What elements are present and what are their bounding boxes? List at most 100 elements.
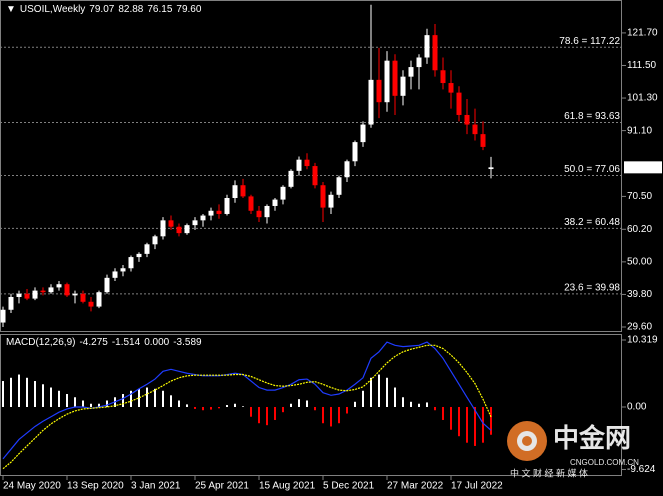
macd-bar (82, 400, 84, 407)
candle-body (56, 284, 62, 288)
candle-body (32, 290, 38, 299)
candle-body (360, 124, 366, 143)
macd-main-line (2, 341, 492, 460)
macd-bar (386, 377, 388, 407)
macd-bar (314, 406, 316, 411)
macd-bar (34, 381, 36, 407)
macd-bar (106, 400, 108, 407)
ohlc-label: 79.07 (89, 4, 115, 15)
macd-bar (218, 406, 220, 409)
y-tick-label: 29.60 (627, 322, 652, 333)
y-tick-label: 0.00 (627, 402, 647, 413)
candle-body (424, 35, 430, 58)
candle-body (240, 185, 246, 197)
macd-bar (74, 397, 76, 407)
candle-body (104, 277, 110, 293)
macd-bar (322, 406, 324, 424)
candle-body (408, 67, 414, 77)
watermark-site: CNGOLD.COM.CN (570, 458, 639, 467)
candle-body (40, 290, 46, 293)
candle-body (256, 210, 262, 218)
x-tick-label: 17 Jul 2022 (451, 481, 503, 492)
candle-body (168, 220, 174, 227)
macd-bar (242, 406, 244, 407)
candle-body (176, 226, 182, 234)
macd-bar (434, 406, 436, 411)
candle-body (144, 244, 150, 254)
macd-bar (450, 406, 452, 430)
candle-body (416, 57, 422, 68)
candle-body (280, 186, 286, 200)
indicator-title: MACD(12,26,9) (6, 337, 76, 348)
fib-label: 38.2 = 60.48 (564, 217, 620, 228)
candle-body (216, 210, 222, 214)
watermark-title: 中金网 (553, 423, 631, 453)
candle-body (448, 83, 454, 93)
candle-body (48, 287, 54, 293)
candle-body (480, 134, 486, 147)
candle-body (472, 124, 478, 135)
candle-body (224, 197, 230, 214)
candle-body (432, 35, 438, 71)
macd-bar (202, 406, 204, 411)
macd-bar (138, 388, 140, 407)
candle-body (96, 292, 102, 307)
macd-bar (194, 406, 196, 409)
y-tick-label: 60.20 (627, 224, 652, 235)
collapse-arrow[interactable]: ▼ (6, 4, 16, 15)
macd-bar (458, 406, 460, 437)
macd-bar (10, 377, 12, 407)
candle-body (328, 194, 334, 208)
candle-body (24, 293, 30, 299)
candle-body (80, 293, 86, 302)
candle-body (440, 70, 446, 84)
candle-body (264, 205, 270, 218)
macd-bar (42, 384, 44, 407)
macd-bar (18, 374, 20, 407)
macd-bar (90, 403, 92, 407)
macd-bar (466, 406, 468, 443)
candle-body (368, 79, 374, 125)
x-tick-label: 24 May 2020 (3, 481, 61, 492)
candle-body (312, 166, 318, 186)
macd-bar (178, 400, 180, 407)
macd-signal-line (2, 344, 492, 470)
candle-body (344, 161, 350, 178)
candle-body (392, 60, 398, 96)
macd-bar (154, 388, 156, 407)
x-tick-label: 27 Mar 2022 (387, 481, 444, 492)
candle-body (352, 142, 358, 162)
candle-body (184, 225, 190, 234)
ohlc-label: 79.60 (176, 4, 202, 15)
macd-bar (258, 406, 260, 424)
macd-bar (58, 390, 60, 407)
candle-body (456, 92, 462, 115)
indicator-reading: 0.000 (144, 337, 170, 348)
macd-bar (146, 387, 148, 407)
y-tick-label: 121.70 (627, 28, 658, 39)
macd-bar (226, 405, 228, 407)
y-tick-label: 70.50 (627, 191, 652, 202)
candle-body (160, 220, 166, 237)
y-tick-label: 111.50 (627, 60, 657, 71)
y-tick-label: 101.30 (627, 93, 658, 104)
y-tick-label: 10.319 (627, 335, 658, 346)
macd-bar (50, 387, 52, 407)
candle-body (232, 185, 238, 198)
macd-bar (26, 377, 28, 407)
candle-body (272, 199, 278, 206)
macd-bar (274, 406, 276, 420)
fib-label: 61.8 = 93.63 (564, 111, 620, 122)
macd-bar (394, 387, 396, 407)
fib-label: 78.6 = 117.22 (559, 36, 620, 47)
x-tick-label: 3 Jan 2021 (131, 481, 181, 492)
candle-body (464, 114, 470, 125)
macd-bar (290, 403, 292, 407)
x-tick-label: 15 Aug 2021 (259, 481, 316, 492)
candle-body (200, 215, 206, 221)
macd-bar (442, 406, 444, 420)
candle-body (288, 170, 294, 187)
macd-bar (234, 403, 236, 407)
macd-bar (354, 401, 356, 407)
macd-bar (338, 406, 340, 424)
